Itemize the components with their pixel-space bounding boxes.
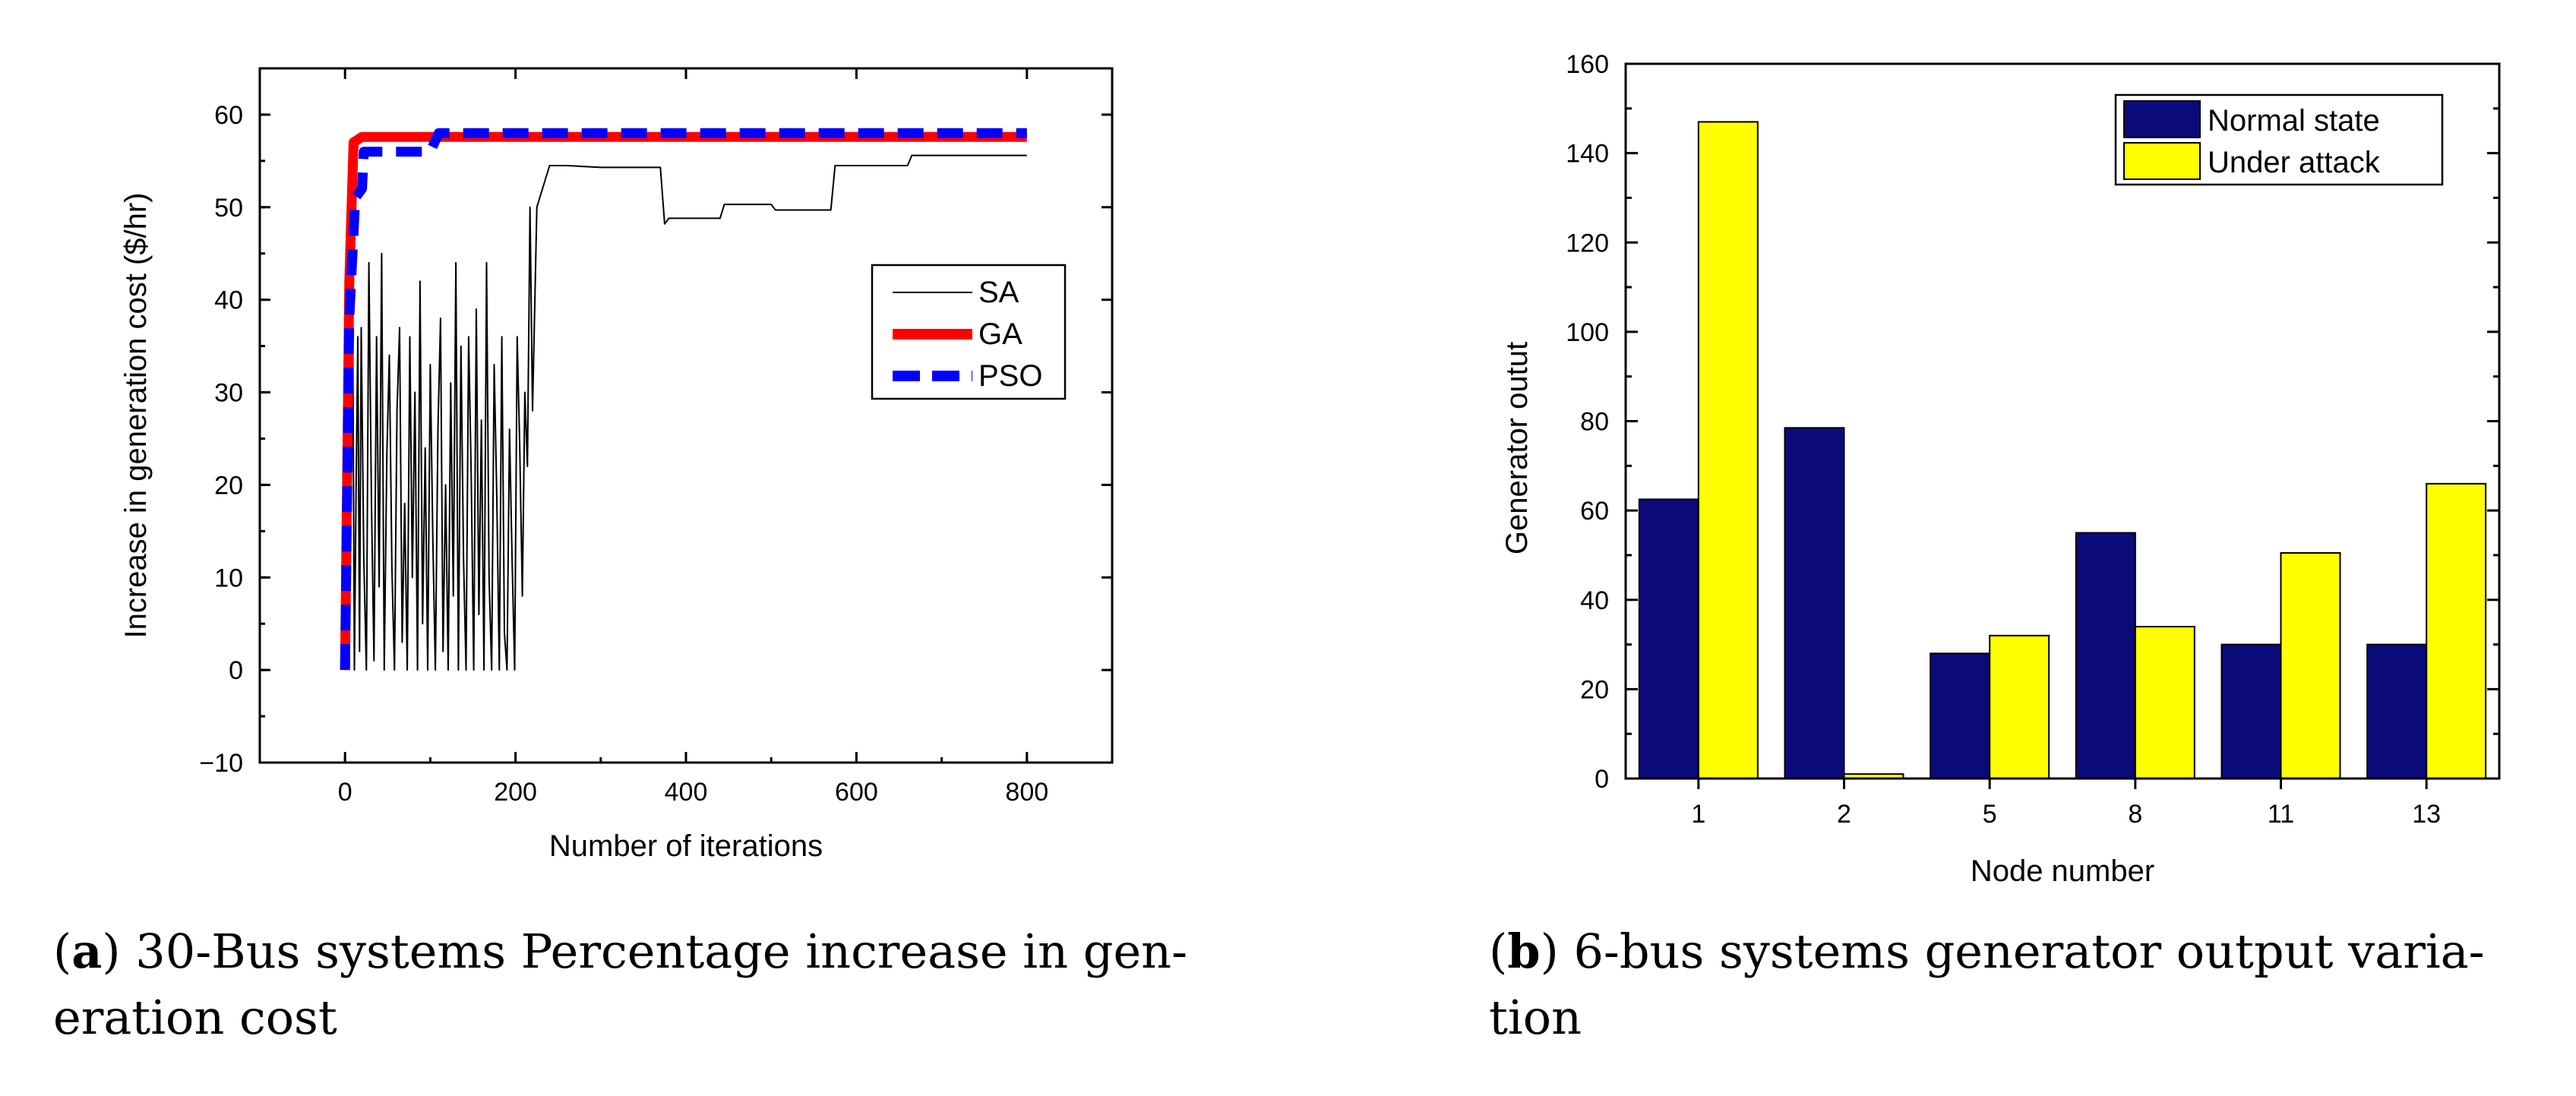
chart-a-series-pso	[340, 128, 1027, 671]
chart-b-legend: Normal state Under attack	[2114, 93, 2444, 186]
legend-ga-label: GA	[978, 317, 1022, 351]
chart-a-y-axis-title: Increase in generation cost ($/hr)	[119, 193, 153, 639]
caption-a-text: 30-Bus systems Percentage increase in ge…	[53, 924, 1188, 1045]
legend-normal-swatch	[2123, 100, 2201, 138]
chart-b-bar-normal-node-8	[2075, 532, 2136, 779]
chart-b-y-tick-label: 140	[1566, 140, 1609, 169]
legend-attack-label: Under attack	[2208, 146, 2381, 179]
caption-b-letter: b	[1507, 924, 1541, 979]
chart-a-y-tick-label: 40	[214, 286, 243, 315]
chart-a-x-tick-label: 0	[338, 778, 352, 807]
chart-a-x-tick-label: 200	[494, 778, 537, 807]
chart-b-y-axis-title: Generator outut	[1500, 342, 1534, 554]
chart-b-bar-normal-node-2	[1784, 427, 1845, 780]
caption-a-letter: a	[71, 924, 103, 979]
chart-b-bar-attack-node-1	[1697, 121, 1759, 780]
chart-b-y-tick-label: 0	[1595, 765, 1609, 794]
chart-b-y-tick-label: 20	[1580, 675, 1609, 704]
chart-a-y-tick-label: −10	[199, 749, 243, 778]
chart-b: 0 20 40 60 80 100 120 140 160 1 2 5 8 11 13 Node numbe…	[1500, 50, 2501, 888]
chart-a-plot-frame	[258, 67, 1114, 764]
chart-a-series-sa	[344, 154, 1027, 671]
chart-b-y-tick-label: 160	[1566, 50, 1609, 79]
legend-normal-label: Normal state	[2208, 104, 2380, 137]
chart-a-y-tick-label: 20	[214, 471, 243, 500]
chart-a-x-tick-label: 600	[835, 778, 878, 807]
chart-b-y-tick-label: 40	[1580, 586, 1609, 615]
caption-a: (a) 30-Bus systems Percentage increase i…	[53, 924, 1188, 1045]
chart-a-x-tick-label: 800	[1005, 778, 1048, 807]
chart-b-x-tick-label: 5	[1983, 800, 1997, 829]
legend-sa-label: SA	[978, 276, 1019, 309]
chart-b-bar-attack-node-5	[1989, 634, 2050, 779]
legend-attack-swatch	[2123, 142, 2201, 180]
chart-b-bar-normal-node-11	[2220, 643, 2282, 779]
chart-b-y-tick-label: 120	[1566, 229, 1609, 257]
chart-b-plot-frame	[1624, 62, 2501, 780]
chart-b-x-tick-label: 13	[2412, 800, 2441, 829]
chart-a-y-tick-label: 60	[214, 101, 243, 130]
chart-a-x-tick-label: 400	[665, 778, 708, 807]
chart-b-bar-attack-node-8	[2134, 626, 2195, 779]
chart-a-x-axis-title: Number of iterations	[549, 829, 823, 863]
legend-pso-label: PSO	[978, 359, 1042, 393]
chart-a-y-tick-label: 50	[214, 194, 243, 223]
caption-b: (b) 6-bus systems generator output varia…	[1489, 924, 2485, 1045]
chart-a: 0 200 400 600 800 −10 0 10 20 30 40 50 60 Number of …	[119, 67, 1114, 863]
chart-a-y-tick-label: 0	[229, 656, 243, 685]
chart-b-bar-normal-node-13	[2366, 643, 2428, 779]
chart-b-bar-normal-node-1	[1638, 498, 1699, 779]
chart-a-y-tick-label: 10	[214, 564, 243, 592]
chart-b-x-tick-label: 8	[2128, 800, 2142, 829]
chart-b-x-axis-title: Node number	[1971, 854, 2154, 888]
chart-a-y-tick-label: 30	[214, 379, 243, 408]
chart-b-bar-attack-node-11	[2280, 551, 2341, 779]
chart-b-x-tick-label: 2	[1837, 800, 1851, 829]
caption-b-text: 6-bus systems generator output varia-tio…	[1489, 924, 2485, 1045]
chart-b-x-tick-label: 11	[2268, 800, 2294, 829]
chart-b-y-tick-label: 80	[1580, 408, 1609, 437]
chart-b-y-tick-label: 100	[1566, 318, 1609, 347]
chart-b-y-tick-label: 60	[1580, 497, 1609, 526]
chart-b-x-tick-label: 1	[1691, 800, 1705, 829]
chart-b-bar-attack-node-13	[2426, 482, 2487, 780]
chart-a-legend: SA GA PSO	[871, 264, 1067, 400]
chart-b-bar-normal-node-5	[1930, 652, 1991, 780]
